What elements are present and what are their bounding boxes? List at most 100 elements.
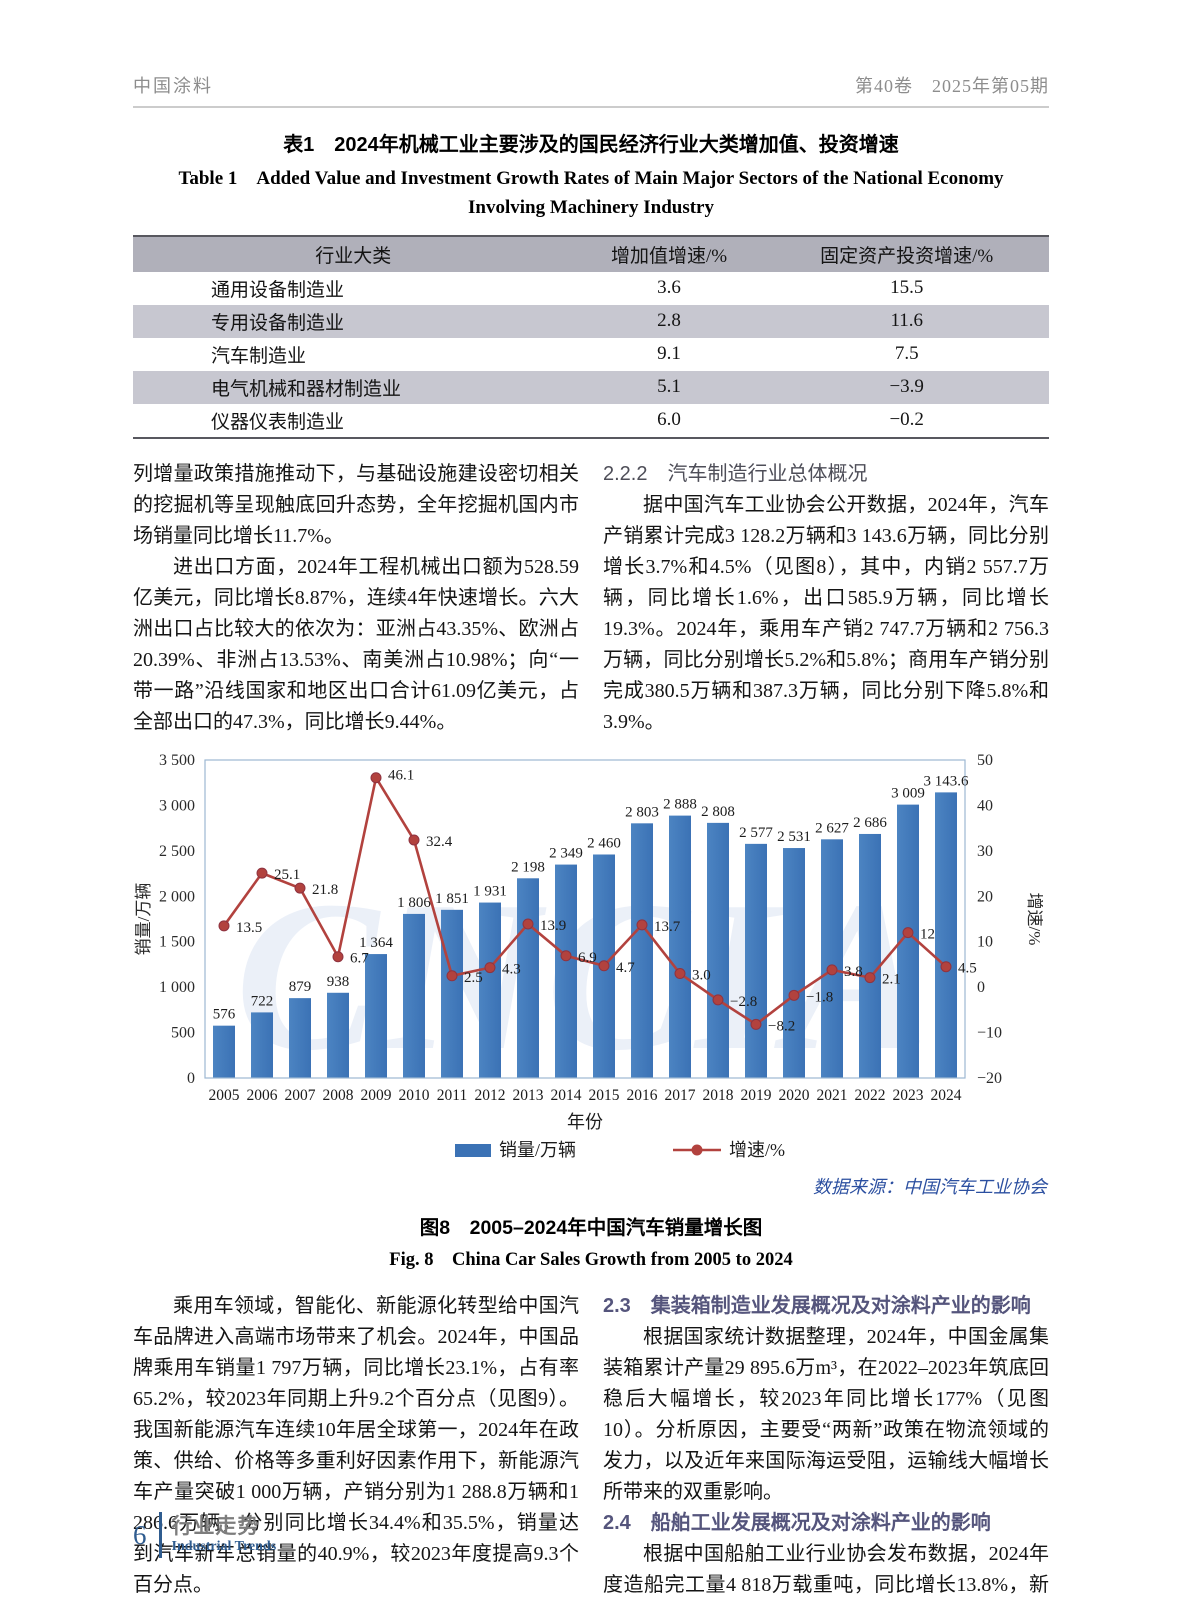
bar-value-label: 2 888 [663, 796, 697, 812]
line-point-2020 [788, 989, 800, 1001]
line-value-label: 6.9 [578, 950, 597, 966]
line-point-2006 [256, 867, 268, 879]
bar-value-label: 576 [213, 1007, 236, 1023]
x-axis-title: 年份 [567, 1112, 603, 1132]
table-row: 汽车制造业 9.1 7.5 [133, 338, 1049, 371]
x-axis-tick: 2009 [361, 1087, 392, 1104]
footer-column-en: Industrial Trends [171, 1538, 277, 1554]
paragraph: 列增量政策措施推动下，与基础设施建设密切相关的挖掘机等呈现触底回升态势，全年挖掘… [133, 462, 579, 547]
x-axis-tick: 2007 [285, 1087, 316, 1104]
paragraph: 根据中国船舶工业行业协会发布数据，2024年度造船完工量4 818万载重吨，同比… [603, 1542, 1049, 1596]
x-axis-tick: 2023 [893, 1087, 924, 1104]
line-value-label: 13.5 [236, 920, 262, 936]
footer-column-title: 行业走势 Industrial Trends [172, 1515, 277, 1556]
line-point-2013 [522, 918, 534, 930]
bar-value-label: 1 364 [359, 935, 393, 951]
line-value-label: 3.0 [692, 967, 711, 983]
bar-value-label: 2 577 [739, 825, 773, 841]
x-axis-tick: 2015 [589, 1087, 620, 1104]
top-left-column: 列增量政策措施推动下，与基础设施建设密切相关的挖掘机等呈现触底回升态势，全年挖掘… [133, 459, 579, 738]
figure8-caption-zh: 图8 2005–2024年中国汽车销量增长图 [419, 1216, 763, 1239]
line-point-2019 [750, 1018, 762, 1030]
line-point-2015 [598, 960, 610, 972]
table-cell: −0.2 [889, 409, 924, 431]
plot-border [204, 759, 966, 1079]
bar-value-label: 2 627 [815, 820, 849, 836]
bar-2005 [213, 1025, 235, 1078]
table-row: 专用设备制造业 2.8 11.6 [133, 304, 1049, 338]
bar-value-label: 3 143.6 [924, 773, 970, 789]
table-cell: 汽车制造业 [211, 345, 307, 367]
section-heading-222: 2.2.2 汽车制造行业总体概况 [603, 462, 868, 485]
bar-value-label: 2 349 [549, 845, 583, 861]
table-cell: 通用设备制造业 [211, 279, 345, 301]
bar-value-label: 2 460 [587, 835, 621, 851]
x-axis-tick: 2020 [779, 1087, 810, 1104]
x-axis-tick: 2021 [817, 1087, 848, 1104]
line-value-label: 25.1 [274, 867, 300, 883]
paragraph: 据中国汽车工业协会公开数据，2024年，汽车产销累计完成3 128.2万辆和3 … [603, 493, 1049, 733]
line-value-label: 46.1 [388, 768, 414, 784]
x-axis-tick: 2022 [855, 1087, 886, 1104]
line-value-label: −8.2 [768, 1018, 795, 1034]
bar-2016 [631, 823, 653, 1078]
x-axis-tick: 2008 [323, 1087, 354, 1104]
bar-value-label: 879 [289, 979, 312, 995]
line-point-2009 [370, 772, 382, 784]
line-point-2005 [218, 920, 230, 932]
table1: 行业大类 增加值增速/% 固定资产投资增速/% 通用设备制造业 3.6 15.5 专用设备… [133, 234, 1049, 439]
x-axis-tick: 2013 [513, 1087, 544, 1104]
line-point-2023 [902, 927, 914, 939]
chart-source: 数据来源：中国汽车工业协会 [813, 1176, 1047, 1197]
header-divider [133, 106, 1049, 108]
line-value-label: 3.8 [844, 964, 863, 980]
line-value-label: 21.8 [312, 882, 338, 898]
line-point-2007 [294, 882, 306, 894]
right-axis-tick: 0 [977, 979, 985, 996]
left-axis-title: 销量/万辆 [134, 883, 153, 956]
right-axis-tick: 50 [977, 752, 993, 769]
bar-2006 [251, 1012, 273, 1078]
bar-2007 [289, 998, 311, 1078]
bottom-right-column: 2.3 集装箱制造业发展概况及对涂料产业的影响 根据国家统计数据整理，2024年… [603, 1291, 1049, 1600]
left-axis-tick: 1 000 [159, 979, 195, 996]
line-value-label: 12 [920, 927, 935, 943]
x-axis-tick: 2024 [931, 1087, 962, 1104]
column-header: 增加值增速/% [573, 235, 765, 272]
section-heading-24: 2.4 船舶工业发展概况及对涂料产业的影响 [603, 1511, 991, 1534]
bar-2013 [517, 878, 539, 1078]
bar-value-label: 1 851 [435, 891, 469, 907]
left-axis-tick: 3 500 [159, 752, 195, 769]
line-point-2010 [408, 834, 420, 846]
bottom-text-columns: 乘用车领域，智能化、新能源化转型给中国汽车品牌进入高端市场带来了机会。2024年… [133, 1291, 1049, 1600]
line-point-2008 [332, 951, 344, 963]
bar-2008 [327, 992, 349, 1078]
bar-2014 [555, 864, 577, 1078]
legend-bar-swatch [455, 1143, 491, 1157]
table-row: 电气机械和器材制造业 5.1 −3.9 [133, 370, 1049, 404]
line-value-label: 13.7 [654, 919, 681, 935]
table-cell: 仪器仪表制造业 [211, 411, 345, 433]
bar-2011 [441, 909, 463, 1078]
top-text-columns: 列增量政策措施推动下，与基础设施建设密切相关的挖掘机等呈现触底回升态势，全年挖掘… [133, 459, 1049, 738]
table-cell: 9.1 [657, 343, 681, 365]
figure8-chart: CNCIA 576 722 879 938 1 364 1 806 1 851 1 931 2 1… [133, 748, 1049, 1199]
bar-2010 [403, 913, 425, 1078]
bar-2012 [479, 902, 501, 1078]
right-axis-tick: −20 [977, 1070, 1002, 1087]
x-axis-tick: 2010 [399, 1087, 430, 1104]
bar-value-label: 2 803 [625, 804, 659, 820]
table-cell: 11.6 [890, 310, 923, 332]
x-axis-tick: 2011 [437, 1087, 467, 1104]
left-axis-tick: 1 500 [159, 934, 195, 951]
bar-2022 [859, 833, 881, 1078]
bottom-left-column: 乘用车领域，智能化、新能源化转型给中国汽车品牌进入高端市场带来了机会。2024年… [133, 1291, 579, 1600]
left-axis-tick: 500 [171, 1024, 195, 1041]
bar-value-label: 722 [251, 993, 274, 1009]
page-number: 6 [133, 1519, 147, 1550]
bar-2023 [897, 804, 919, 1078]
table1-title-en: Table 1 Added Value and Investment Growt… [178, 168, 1004, 219]
paragraph: 进出口方面，2024年工程机械出口额为528.59亿美元，同比增长8.87%，连… [133, 555, 579, 733]
line-point-2021 [826, 964, 838, 976]
bar-2018 [707, 822, 729, 1078]
